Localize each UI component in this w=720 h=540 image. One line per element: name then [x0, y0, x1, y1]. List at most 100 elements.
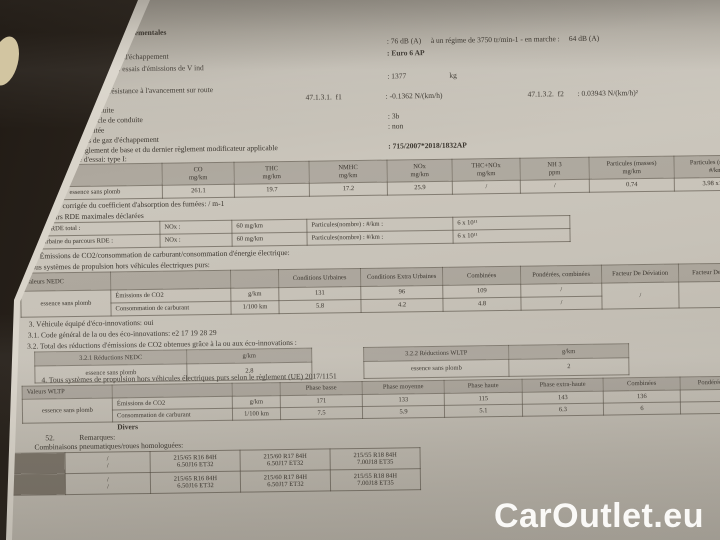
- wltp-col-header: Combinées: [603, 377, 681, 392]
- nedc-col-header: Conditions Urbaines: [278, 268, 361, 288]
- item-value: : 1377: [387, 71, 407, 81]
- emissions-col-header: NMHC mg/km: [308, 160, 388, 184]
- nedc-value: /: [520, 296, 603, 311]
- item-label: Valeur corrigée du coefficient d'absorpt…: [41, 198, 225, 211]
- tire-row-code-cell: [11, 473, 66, 496]
- nedc-unit: g/km: [230, 287, 279, 302]
- nedc-row-label: Consommation de carburant: [110, 301, 232, 316]
- nedc-col-header: Facteur De Déviation: [601, 264, 679, 284]
- wltp-value: 136: [603, 390, 681, 404]
- item-number: 47.1.3.2. f2: [527, 89, 564, 99]
- nedc-blank-header: [110, 270, 231, 290]
- tire-spec: 215/60 R17 84H 6.50J17 ET32: [240, 448, 331, 472]
- emissions-col-header: Particules (nombre) #/km: [673, 154, 720, 179]
- wltp-unit: 1/100 km: [232, 407, 281, 421]
- tire-spec: 215/60 R17 84H 6.50J17 ET32: [240, 469, 331, 493]
- wltp-unit: g/km: [232, 395, 281, 409]
- item-number: 47.1.3.1. f1: [305, 92, 342, 102]
- item-value: à un régime de 3750 tr/min-1 - en marche…: [430, 34, 560, 45]
- table-row: / / 215/65 R16 84H 6.50J16 ET32 215/60 R1…: [11, 468, 421, 496]
- emissions-value: 0.74: [589, 178, 675, 193]
- nedc-deviation-value: /: [601, 282, 680, 310]
- item-label: Émissions de CO2/consommation de carbura…: [39, 247, 290, 261]
- nedc-value: 96: [360, 285, 443, 300]
- emissions-col-header: THC+NOx mg/km: [451, 158, 521, 182]
- nedc-col-header: Pondérées, combinées: [520, 265, 602, 285]
- item-value: : 715/2007*2018/1832AP: [388, 140, 467, 151]
- nedc-table: Valeurs NEDC Conditions Urbaines Conditi…: [20, 263, 720, 318]
- tire-spec: 215/55 R18 84H 7.00J18 ET35: [329, 447, 421, 470]
- emissions-table: CO mg/km THC mg/km NMHC mg/km NOx mg/km THC+…: [26, 154, 720, 201]
- nedc-value: 109: [442, 284, 521, 299]
- tire-marks: / /: [65, 451, 151, 474]
- rde-limit: 60 mg/km: [231, 232, 308, 247]
- wltp-value: 6: [603, 402, 681, 416]
- nedc-value: 131: [278, 286, 361, 301]
- wltp-col-header: Phase moyenne: [362, 380, 445, 395]
- nedc-verification-value: [678, 281, 720, 309]
- emissions-value: /: [520, 179, 590, 194]
- nedc-col-header: Combinées: [442, 266, 521, 286]
- emissions-col-header: Particules (masses) mg/km: [588, 156, 675, 180]
- wltp-col-header: Phase haute: [444, 379, 523, 394]
- rde-pollutant: NOx :: [159, 220, 232, 235]
- rde-limit: 60 mg/km: [231, 219, 307, 234]
- wltp-row-label: Consommation de carburant: [112, 408, 233, 422]
- fuel-label: essence sans plomb: [20, 289, 112, 318]
- emissions-col-header: NOx mg/km: [386, 159, 453, 183]
- nedc-blank-header: [230, 269, 279, 289]
- wltp-col-header: Phase extra-haute: [522, 378, 604, 393]
- eco-line: 3.1. Code général de la ou des éco-innov…: [27, 328, 217, 340]
- eco-line: 3. Véhicule équipé d'éco-innovations: ou…: [28, 317, 154, 329]
- nedc-value: 5.8: [278, 299, 362, 314]
- wltp-value: 115: [444, 392, 523, 406]
- rde-pollutant: NOx :: [159, 233, 233, 248]
- fuel-label: essence sans plomb: [22, 397, 113, 424]
- nedc-col-header: Facteur De V: [678, 263, 720, 283]
- reduction-value: 2: [508, 357, 629, 377]
- nedc-value: /: [520, 283, 602, 298]
- emissions-col-header: NH 3 ppm: [519, 157, 590, 181]
- item-unit: kg: [449, 70, 457, 80]
- wltp-value: 5.9: [362, 405, 445, 419]
- item-value: : Euro 6 AP: [386, 48, 425, 58]
- item-value: : 76 dB (A): [386, 36, 422, 46]
- fuel-label: essence sans plomb: [363, 359, 510, 379]
- divers-title: Divers: [117, 422, 139, 432]
- wltp-col-header: Pondérées: [680, 376, 720, 391]
- tire-spec: 215/65 R16 84H 6.50J16 ET32: [150, 450, 241, 473]
- wltp-value: [680, 401, 720, 415]
- nedc-title-cell: Valeurs NEDC: [20, 271, 111, 292]
- item-value: : 3b: [387, 111, 400, 121]
- wltp-value: 5.1: [444, 404, 523, 418]
- wltp-value: 6.3: [522, 403, 604, 417]
- nedc-unit: 1/100 km: [230, 300, 280, 315]
- tire-table: / / 215/65 R16 84H 6.50J16 ET32 215/60 R1…: [11, 447, 422, 496]
- wltp-title-cell: Valeurs WLTP: [22, 384, 113, 400]
- item-value: : 0.03943 N/(km/h)²: [577, 88, 638, 98]
- tire-spec: 215/65 R16 84H 6.50J16 ET32: [150, 471, 241, 494]
- emissions-value: 3.98 x10¹¹: [674, 176, 720, 192]
- wltp-value: 143: [522, 391, 604, 405]
- tire-marks: / /: [65, 472, 151, 495]
- nedc-col-header: Conditions Extra Urbaines: [360, 267, 443, 287]
- watermark: CarOutlet.eu: [493, 497, 704, 535]
- wltp-blank-header: [232, 382, 281, 397]
- item-value: : -0.1362 N/(km/h): [385, 90, 443, 101]
- emissions-col-header: CO mg/km: [161, 162, 235, 186]
- emissions-value: 19.7: [234, 183, 310, 198]
- nedc-value: 4.8: [442, 297, 522, 312]
- table-row: essence sans plomb 2: [363, 357, 629, 379]
- emissions-col-header: THC mg/km: [233, 161, 310, 185]
- emissions-value: /: [452, 180, 521, 195]
- emissions-value: 17.2: [309, 182, 388, 197]
- rde-pn-label: Particules(nombre) : #/km :: [306, 230, 454, 246]
- wltp-reductions-table: 3.2.2 Réductions WLTP g/km essence sans …: [363, 343, 629, 379]
- wltp-value: 7.5: [280, 406, 363, 420]
- item-value: 64 dB (A): [568, 33, 600, 44]
- wltp-value: [680, 389, 720, 403]
- item-value: : non: [387, 121, 404, 131]
- tire-spec: 215/55 R18 84H 7.00J18 ET35: [330, 468, 421, 491]
- emissions-value: 261.1: [162, 184, 235, 199]
